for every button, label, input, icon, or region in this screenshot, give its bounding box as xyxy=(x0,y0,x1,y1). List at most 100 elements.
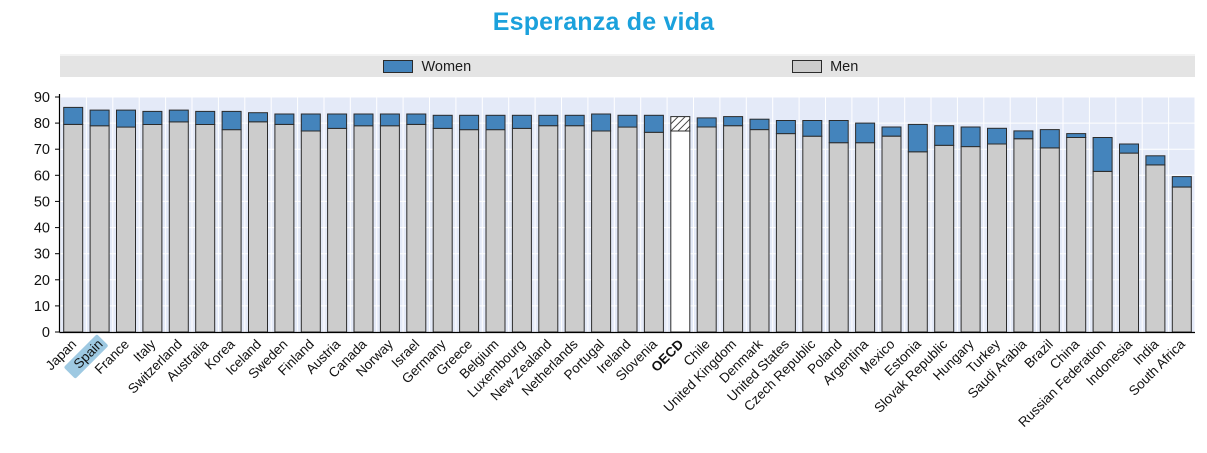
legend-item-women: Women xyxy=(383,59,471,75)
bar-women-canada xyxy=(353,113,374,127)
y-tick-label: 80 xyxy=(34,116,50,132)
bar-men-united-states xyxy=(775,133,796,333)
bar-women-germany xyxy=(432,114,453,129)
bar-men-netherlands xyxy=(564,125,585,333)
y-tick-label: 20 xyxy=(34,273,50,289)
bar-women-hungary xyxy=(960,126,981,148)
bar-women-slovak-republic xyxy=(934,125,955,146)
bar-women-saudi-arabia xyxy=(1013,130,1034,140)
bar-men-japan xyxy=(63,123,84,333)
bar-women-brazil xyxy=(1039,129,1060,149)
bar-women-new-zealand xyxy=(538,114,559,127)
y-tick-label: 30 xyxy=(34,247,50,263)
bar-men-greece xyxy=(459,129,480,333)
bar-women-mexico xyxy=(881,126,902,137)
bar-men-poland xyxy=(828,142,849,333)
bar-chart-canvas: 0102030405060708090JapanSpainFranceItaly… xyxy=(34,90,1196,430)
legend-item-men: Men xyxy=(792,59,858,75)
bar-men-canada xyxy=(353,125,374,333)
bar-women-switzerland xyxy=(168,109,189,123)
bar-men-united-kingdom xyxy=(723,125,744,333)
bar-women-china xyxy=(1066,133,1087,138)
bar-men-belgium xyxy=(485,129,506,333)
bar-men-indonesia xyxy=(1119,152,1139,333)
bar-men-chile xyxy=(696,126,717,333)
bar-women-india xyxy=(1145,155,1166,166)
bar-women-portugal xyxy=(591,113,612,132)
y-tick-label: 60 xyxy=(34,168,50,184)
spain-highlight xyxy=(64,334,108,379)
bar-women-chile xyxy=(696,117,717,128)
bar-men-czech-republic xyxy=(802,135,823,333)
bar-men-switzerland xyxy=(168,121,189,333)
y-tick-label: 0 xyxy=(42,325,50,341)
bar-men-russian-federation xyxy=(1092,170,1113,333)
bar-women-united-kingdom xyxy=(723,116,744,127)
bar-women-united-states xyxy=(775,120,796,135)
bar-men-argentina xyxy=(855,142,876,333)
bar-men-portugal xyxy=(591,130,612,333)
legend-label-men: Men xyxy=(830,58,859,75)
bar-women-france xyxy=(116,109,136,128)
chart-title: Esperanza de vida xyxy=(492,8,715,36)
bar-women-austria xyxy=(327,113,348,129)
bar-men-slovak-republic xyxy=(934,144,955,333)
bar-men-spain xyxy=(89,125,110,333)
bar-women-denmark xyxy=(749,118,770,131)
bar-men-mexico xyxy=(881,135,902,333)
bar-women-poland xyxy=(828,120,849,144)
bar-men-iceland xyxy=(248,121,268,333)
bar-men-slovenia xyxy=(643,131,664,333)
y-tick-label: 40 xyxy=(34,221,50,237)
bar-men-luxembourg xyxy=(511,127,532,333)
bar-women-estonia xyxy=(907,123,928,153)
bar-women-slovenia xyxy=(643,114,664,133)
y-tick-label: 10 xyxy=(34,299,50,315)
bar-women-czech-republic xyxy=(802,120,823,137)
bar-men-sweden xyxy=(274,123,295,333)
bar-women-spain xyxy=(89,109,110,127)
bar-women-luxembourg xyxy=(511,114,532,129)
bar-women-indonesia xyxy=(1119,143,1139,154)
bar-men-finland xyxy=(300,130,321,333)
bar-women-japan xyxy=(63,106,84,125)
bar-men-brazil xyxy=(1039,147,1060,333)
bar-women-italy xyxy=(142,110,163,125)
bar-men-germany xyxy=(432,127,453,333)
bar-men-turkey xyxy=(987,143,1007,333)
bar-women-norway xyxy=(379,113,400,127)
bar-men-oecd xyxy=(670,130,691,333)
legend: Women Men xyxy=(60,54,1195,77)
bar-men-estonia xyxy=(907,151,928,333)
bar-women-netherlands xyxy=(564,114,585,127)
legend-label-women: Women xyxy=(421,58,472,75)
bar-men-france xyxy=(116,126,136,333)
bar-men-israel xyxy=(406,123,427,333)
bar-women-israel xyxy=(406,113,427,125)
bar-men-norway xyxy=(379,125,400,333)
bar-men-hungary xyxy=(960,146,981,333)
bar-women-korea xyxy=(221,110,242,131)
bar-men-south-africa xyxy=(1171,186,1192,333)
bar-women-russian-federation xyxy=(1092,137,1113,172)
y-tick-label: 50 xyxy=(34,194,50,210)
bar-women-sweden xyxy=(274,113,295,125)
women-swatch-icon xyxy=(383,60,414,73)
bar-men-austria xyxy=(327,127,348,333)
y-tick-label: 90 xyxy=(34,90,50,106)
bar-women-belgium xyxy=(485,114,506,131)
bar-men-australia xyxy=(195,123,216,333)
bar-men-china xyxy=(1066,137,1087,333)
bar-women-iceland xyxy=(248,112,268,123)
bar-men-new-zealand xyxy=(538,125,559,333)
bar-women-australia xyxy=(195,110,216,125)
bar-women-ireland xyxy=(617,114,638,128)
bar-women-argentina xyxy=(855,122,876,144)
bar-women-oecd xyxy=(670,116,691,132)
y-tick-label: 70 xyxy=(34,142,50,158)
bar-men-korea xyxy=(221,129,242,333)
bar-men-italy xyxy=(142,123,163,333)
bar-women-greece xyxy=(459,114,480,131)
bar-men-india xyxy=(1145,164,1166,333)
